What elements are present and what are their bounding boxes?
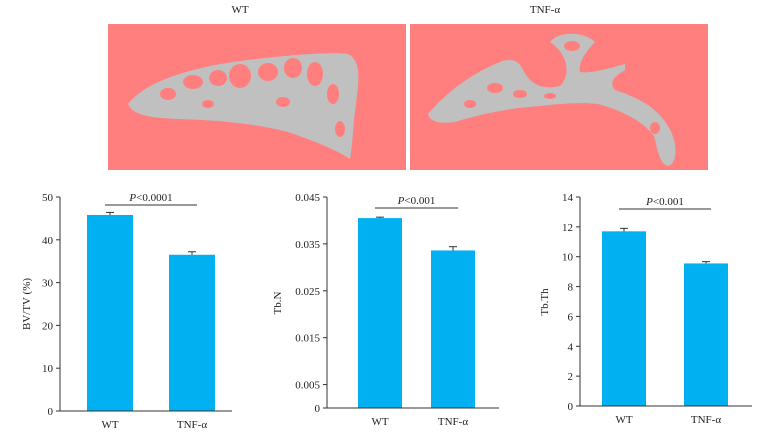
p-value-label: P<0.001	[397, 195, 436, 207]
micro-ct-image-tnf	[410, 24, 708, 170]
x-tick-label: WT	[371, 416, 388, 428]
p-threshold: <0.0001	[136, 192, 172, 204]
y-axis-ticks: 0 0.005 0.015 0.025 0.035 0.045	[295, 192, 327, 415]
p-symbol: P	[128, 192, 136, 204]
y-tick-label: 2	[568, 371, 574, 383]
y-axis-label: BV/TV (%)	[21, 278, 33, 330]
chart-tbn: 0 0.005 0.015 0.025 0.035 0.045 WT TNF-α Tb.N …	[265, 182, 515, 440]
y-axis-ticks: 0 2 4 6 8 10 12 14	[562, 192, 580, 413]
y-tick-label: 8	[568, 282, 574, 294]
y-tick-label: 0.045	[295, 192, 320, 204]
bar-chart-tbth: 0 2 4 6 8 10 12 14 WT TNF-α Tb.Th P<0.001	[539, 192, 752, 426]
y-tick-label: 10	[42, 363, 54, 375]
y-tick-label: 0.035	[295, 239, 320, 251]
bar-tnf	[169, 254, 215, 411]
y-tick-label: 4	[568, 341, 574, 353]
y-tick-label: 14	[562, 192, 574, 204]
y-tick-label: 30	[42, 278, 54, 290]
image-label-wt: WT	[231, 4, 249, 16]
y-tick-label: 0	[315, 403, 321, 415]
p-threshold: <0.001	[653, 196, 684, 208]
y-axis-label: Tb.N	[272, 291, 284, 314]
y-tick-label: 40	[42, 235, 54, 247]
y-tick-label: 0	[48, 406, 54, 418]
bar-wt	[602, 231, 646, 406]
y-tick-label: 20	[42, 320, 54, 332]
y-tick-label: 0.015	[295, 333, 320, 345]
p-value-label: P<0.0001	[128, 192, 172, 204]
chart-bvtv: 0 10 20 30 40 50 WT TNF-α BV/TV (%) P<0.0001	[15, 182, 245, 440]
y-axis-ticks: 0 10 20 30 40 50	[42, 192, 60, 418]
bone-render-wt	[128, 53, 359, 159]
x-tick-label: WT	[615, 414, 632, 426]
chart-tbth: 0 2 4 6 8 10 12 14 WT TNF-α Tb.Th P<0.001	[530, 182, 770, 440]
micro-ct-image-wt	[108, 24, 406, 170]
y-tick-label: 0.005	[295, 380, 320, 392]
x-tick-label: TNF-α	[177, 419, 207, 431]
x-tick-label: WT	[101, 419, 118, 431]
bar-tnf	[684, 263, 728, 406]
p-threshold: <0.001	[404, 195, 435, 207]
bar-group: WT TNF-α	[358, 216, 475, 428]
p-symbol: P	[397, 195, 405, 207]
bar-wt	[87, 214, 133, 411]
y-tick-label: 0	[568, 401, 574, 413]
y-tick-label: 10	[562, 252, 574, 264]
y-tick-label: 6	[568, 311, 574, 323]
bar-wt	[358, 218, 402, 408]
y-tick-label: 0.025	[295, 286, 320, 298]
bone-render-tnf	[428, 33, 676, 166]
image-label-tnf: TNF-α	[529, 4, 561, 16]
x-tick-label: TNF-α	[438, 416, 468, 428]
x-tick-label: TNF-α	[691, 414, 721, 426]
y-tick-label: 50	[42, 192, 54, 204]
p-symbol: P	[645, 196, 653, 208]
bar-group: WT TNF-α	[87, 211, 215, 431]
bar-chart-bvtv: 0 10 20 30 40 50 WT TNF-α BV/TV (%) P<0.0001	[21, 192, 232, 431]
bar-tnf	[431, 250, 475, 408]
y-tick-label: 12	[562, 222, 573, 234]
bar-group: WT TNF-α	[602, 227, 728, 426]
y-axis-label: Tb.Th	[539, 288, 551, 316]
p-value-label: P<0.001	[645, 196, 684, 208]
